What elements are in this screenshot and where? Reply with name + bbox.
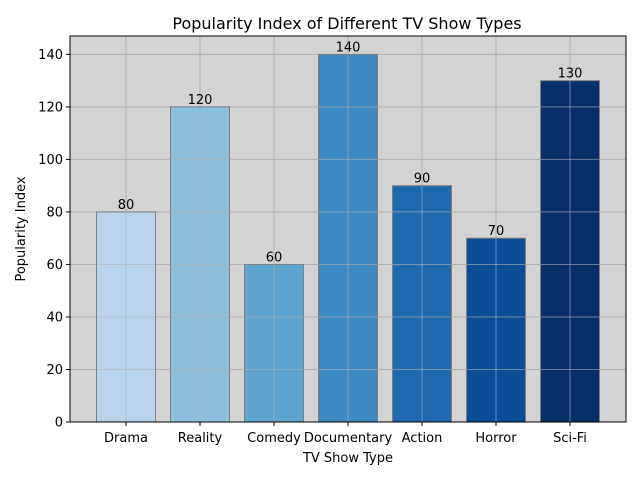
bars-group: [96, 53, 600, 423]
y-tick-label: 80: [46, 205, 63, 220]
x-tick-label: Action: [402, 431, 443, 446]
y-axis-title: Popularity Index: [14, 176, 29, 281]
data-label: 60: [266, 250, 283, 265]
data-label: 90: [414, 172, 431, 187]
y-tick-label: 0: [55, 416, 63, 431]
data-label: 120: [188, 93, 213, 108]
y-axis: 0 20 40 60 80 100 120 140: [38, 48, 70, 431]
x-tick-label: Reality: [178, 431, 223, 446]
y-tick-label: 100: [38, 153, 63, 168]
y-tick-label: 120: [38, 100, 63, 115]
y-tick-label: 20: [46, 363, 63, 378]
data-labels-group: 80 120 60 140 90 70 130: [118, 40, 583, 265]
x-tick-label: Drama: [104, 431, 148, 446]
x-axis: Drama Reality Comedy Documentary Action Horro…: [104, 422, 587, 446]
x-tick-label: Sci-Fi: [553, 431, 587, 446]
y-tick-label: 60: [46, 258, 63, 273]
y-tick-label: 140: [38, 48, 63, 63]
x-axis-title: TV Show Type: [302, 451, 393, 466]
data-label: 130: [558, 67, 583, 82]
y-tick-label: 40: [46, 310, 63, 325]
x-tick-label: Comedy: [247, 431, 301, 446]
data-label: 140: [336, 40, 361, 55]
x-tick-label: Documentary: [304, 431, 393, 446]
chart-title: Popularity Index of Different TV Show Ty…: [172, 14, 521, 33]
data-label: 80: [118, 198, 135, 213]
x-tick-label: Horror: [475, 431, 517, 446]
data-label: 70: [488, 224, 505, 239]
